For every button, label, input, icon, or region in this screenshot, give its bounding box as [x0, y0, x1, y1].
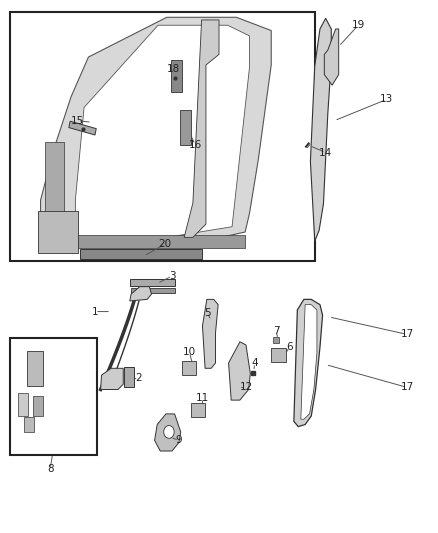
Bar — [45, 142, 64, 243]
Text: 3: 3 — [169, 271, 175, 281]
Text: 6: 6 — [286, 342, 293, 352]
Text: 17: 17 — [400, 382, 413, 392]
Polygon shape — [294, 300, 322, 426]
Bar — [130, 279, 176, 286]
Bar — [18, 393, 28, 416]
Polygon shape — [311, 18, 331, 241]
Circle shape — [164, 425, 174, 438]
Bar — [33, 396, 43, 416]
Text: 17: 17 — [400, 329, 413, 340]
Text: 20: 20 — [158, 239, 171, 249]
Polygon shape — [324, 29, 339, 85]
Text: 18: 18 — [167, 64, 180, 74]
Text: 14: 14 — [319, 148, 332, 158]
Bar — [62, 235, 245, 248]
Text: 16: 16 — [188, 140, 201, 150]
Bar — [131, 288, 175, 293]
Polygon shape — [184, 20, 219, 237]
Text: 8: 8 — [47, 464, 53, 474]
Text: 1: 1 — [92, 306, 98, 317]
Bar — [10, 12, 315, 261]
Polygon shape — [130, 287, 152, 301]
Text: 2: 2 — [135, 373, 142, 383]
FancyBboxPatch shape — [39, 211, 78, 253]
Polygon shape — [301, 305, 317, 419]
Text: 19: 19 — [352, 20, 365, 30]
Polygon shape — [202, 300, 218, 368]
FancyBboxPatch shape — [191, 403, 205, 417]
Text: 9: 9 — [176, 435, 182, 446]
Text: 15: 15 — [71, 116, 84, 126]
Text: 4: 4 — [251, 358, 258, 368]
Polygon shape — [75, 25, 250, 243]
Text: 13: 13 — [380, 94, 393, 104]
Bar — [171, 60, 182, 92]
Text: 5: 5 — [204, 308, 211, 318]
Text: 7: 7 — [273, 326, 280, 336]
Bar — [124, 367, 134, 387]
Bar — [27, 351, 43, 386]
Polygon shape — [229, 342, 251, 400]
FancyBboxPatch shape — [183, 361, 196, 375]
Polygon shape — [69, 121, 96, 135]
Polygon shape — [155, 414, 181, 451]
Bar — [24, 417, 35, 432]
Bar — [10, 338, 97, 455]
Text: 12: 12 — [239, 382, 253, 392]
Bar — [180, 110, 191, 144]
Polygon shape — [101, 368, 123, 390]
Polygon shape — [41, 17, 271, 248]
Text: 11: 11 — [196, 393, 209, 403]
FancyBboxPatch shape — [271, 348, 286, 362]
Text: 10: 10 — [183, 348, 196, 358]
Bar — [80, 249, 201, 259]
